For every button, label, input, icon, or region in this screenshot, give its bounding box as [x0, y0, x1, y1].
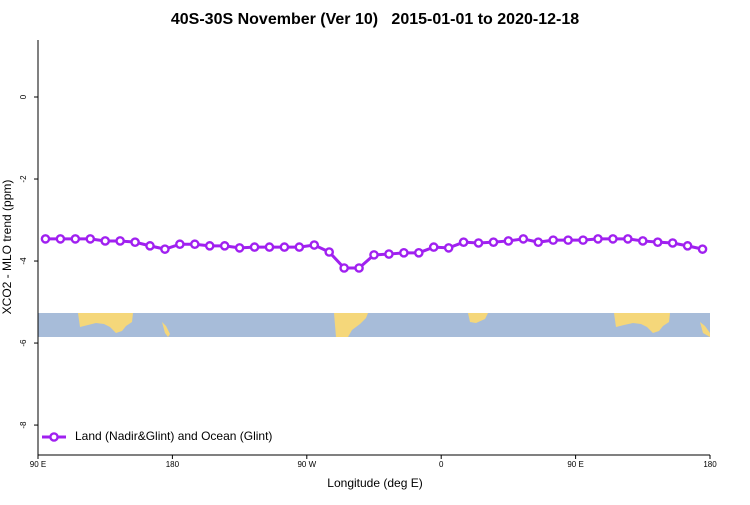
point — [130, 237, 140, 247]
point — [384, 249, 394, 259]
map-strip — [38, 313, 710, 337]
point — [249, 242, 260, 252]
point — [638, 236, 648, 246]
point — [175, 239, 185, 250]
point — [145, 241, 155, 251]
point — [652, 237, 663, 247]
point — [85, 234, 96, 244]
x-tick-label: 180 — [166, 460, 180, 469]
point — [563, 235, 573, 245]
point — [189, 239, 200, 250]
point — [369, 250, 379, 260]
point — [667, 238, 678, 248]
point — [160, 244, 170, 254]
point — [623, 234, 633, 244]
x-tick-label: 0 — [439, 460, 444, 469]
point — [100, 236, 110, 246]
point — [219, 241, 230, 251]
legend — [39, 426, 284, 448]
point — [234, 243, 245, 253]
point — [324, 247, 335, 257]
x-tick-label: 90 E — [567, 460, 583, 469]
point — [204, 241, 215, 251]
point — [399, 248, 409, 258]
x-axis-label: Longitude (deg E) — [327, 476, 422, 490]
y-tick-label: 0 — [19, 94, 28, 99]
x-tick-label: 180 — [703, 460, 717, 469]
point — [354, 263, 364, 273]
point — [458, 237, 469, 247]
legend-label: Land (Nadir&Glint) and Ocean (Glint) — [75, 429, 272, 443]
point — [608, 234, 618, 244]
point — [518, 234, 529, 244]
point — [488, 237, 499, 247]
point — [578, 235, 588, 245]
point — [413, 248, 424, 258]
point — [548, 235, 559, 245]
point — [279, 242, 290, 252]
point — [115, 236, 125, 246]
point — [697, 244, 708, 254]
point — [428, 242, 439, 252]
point — [503, 236, 514, 246]
y-tick-label: -8 — [19, 421, 28, 429]
point — [593, 234, 603, 244]
y-tick-label: -6 — [19, 339, 28, 347]
point — [473, 238, 484, 248]
x-tick-label: 90 W — [297, 460, 316, 469]
x-tick-label: 90 E — [30, 460, 46, 469]
point — [443, 243, 454, 253]
y-tick-label: -4 — [19, 257, 28, 265]
point — [70, 234, 81, 244]
point — [682, 241, 693, 251]
point — [309, 240, 320, 250]
y-tick-label: -2 — [19, 175, 28, 183]
point — [264, 242, 275, 252]
chart-title: 40S-30S November (Ver 10) 2015-01-01 to … — [171, 11, 579, 28]
point — [533, 237, 544, 247]
point — [294, 242, 305, 252]
y-axis-label: XCO2 - MLO trend (ppm) — [0, 180, 14, 315]
point — [40, 234, 51, 244]
point — [55, 234, 66, 244]
legend-marker — [49, 432, 59, 442]
point — [339, 263, 349, 273]
